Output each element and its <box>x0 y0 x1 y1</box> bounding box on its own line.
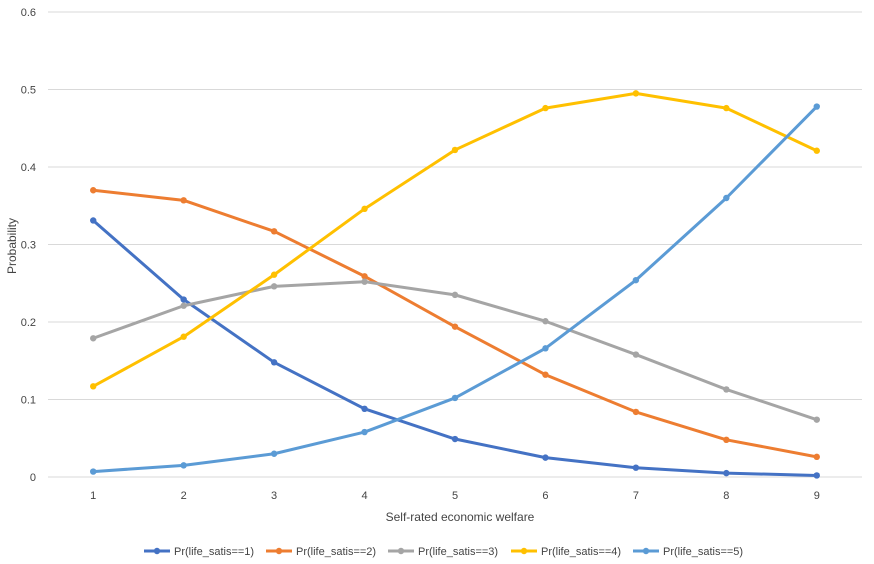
data-point <box>542 318 549 325</box>
data-point <box>270 271 278 278</box>
data-point <box>632 408 640 416</box>
data-point <box>361 428 368 436</box>
y-tick-label: 0.1 <box>21 395 36 407</box>
data-point <box>632 351 640 358</box>
x-tick-label: 4 <box>361 490 367 502</box>
x-tick-label: 6 <box>542 490 548 502</box>
data-point <box>632 90 640 97</box>
data-point <box>361 278 368 285</box>
data-point <box>90 187 97 194</box>
series-line <box>91 105 819 474</box>
data-point <box>813 416 820 423</box>
data-point <box>361 205 368 213</box>
legend-item: Pr(life_satis==4) <box>511 546 621 558</box>
data-point <box>180 302 187 309</box>
data-point <box>451 291 459 299</box>
x-tick-label: 7 <box>633 490 639 502</box>
legend-item: Pr(life_satis==3) <box>388 546 498 558</box>
data-point <box>632 276 640 284</box>
legend-label: Pr(life_satis==4) <box>541 546 621 558</box>
data-point <box>451 146 459 154</box>
data-point <box>542 104 549 112</box>
y-tick-label: 0.5 <box>21 85 36 97</box>
series-1 <box>90 217 820 479</box>
legend-label: Pr(life_satis==1) <box>174 546 254 558</box>
series-line <box>91 91 819 388</box>
data-point <box>813 103 820 110</box>
y-axis-title: Probability <box>5 218 19 274</box>
data-point <box>542 371 549 378</box>
legend: Pr(life_satis==1) Pr(life_satis==2) Pr(lif… <box>144 546 743 558</box>
legend-item: Pr(life_satis==2) <box>266 546 376 558</box>
x-axis-title: Self-rated economic welfare <box>386 510 535 524</box>
data-point <box>90 335 97 342</box>
data-point <box>180 462 187 469</box>
legend-label: Pr(life_satis==2) <box>296 546 376 558</box>
data-point <box>180 197 187 204</box>
data-point <box>813 453 820 461</box>
series-5 <box>90 103 820 475</box>
data-point <box>632 464 640 471</box>
y-tick-label: 0.3 <box>21 240 36 252</box>
x-tick-label: 8 <box>723 490 729 502</box>
y-tick-label: 0.6 <box>21 7 36 19</box>
x-axis-ticks: 1 2 3 4 5 6 7 8 9 <box>90 490 820 502</box>
legend-swatch-point <box>397 547 405 555</box>
data-point <box>813 472 820 479</box>
gridlines <box>48 11 862 478</box>
x-tick-label: 1 <box>90 490 96 502</box>
x-tick-label: 3 <box>271 490 277 502</box>
legend-swatch-point <box>275 547 283 555</box>
data-point <box>723 104 730 112</box>
data-point <box>542 345 549 352</box>
data-point <box>270 228 278 235</box>
data-point <box>90 468 97 475</box>
legend-swatch-point <box>520 547 528 555</box>
y-tick-label: 0.2 <box>21 317 36 329</box>
data-point <box>723 194 730 202</box>
data-point <box>180 296 187 303</box>
x-tick-label: 9 <box>814 490 820 502</box>
y-tick-label: 0.4 <box>21 162 36 174</box>
data-point <box>361 273 368 280</box>
legend-swatch-point <box>642 547 650 555</box>
data-point <box>451 394 459 402</box>
y-tick-label: 0 <box>30 472 36 484</box>
data-point <box>270 283 278 290</box>
legend-label: Pr(life_satis==5) <box>663 546 743 558</box>
legend-item: Pr(life_satis==5) <box>633 546 743 558</box>
data-point <box>270 359 278 366</box>
series-lines <box>90 90 820 479</box>
legend-label: Pr(life_satis==3) <box>418 546 498 558</box>
legend-item: Pr(life_satis==1) <box>144 546 254 558</box>
x-tick-label: 2 <box>181 490 187 502</box>
data-point <box>451 435 459 443</box>
legend-swatch-point <box>153 547 161 555</box>
data-point <box>90 217 97 224</box>
data-point <box>723 469 730 477</box>
data-point <box>723 386 730 393</box>
data-point <box>180 333 187 340</box>
data-point <box>542 454 549 461</box>
data-point <box>451 323 459 330</box>
data-point <box>723 436 730 443</box>
series-4 <box>90 90 820 390</box>
series-3 <box>90 278 820 423</box>
x-tick-label: 5 <box>452 490 458 502</box>
series-2 <box>90 187 820 461</box>
data-point <box>90 383 97 390</box>
y-axis-ticks: 0 0.1 0.2 0.3 0.4 0.5 0.6 <box>21 7 36 484</box>
data-point <box>270 450 278 457</box>
data-point <box>813 147 820 154</box>
data-point <box>361 405 368 412</box>
